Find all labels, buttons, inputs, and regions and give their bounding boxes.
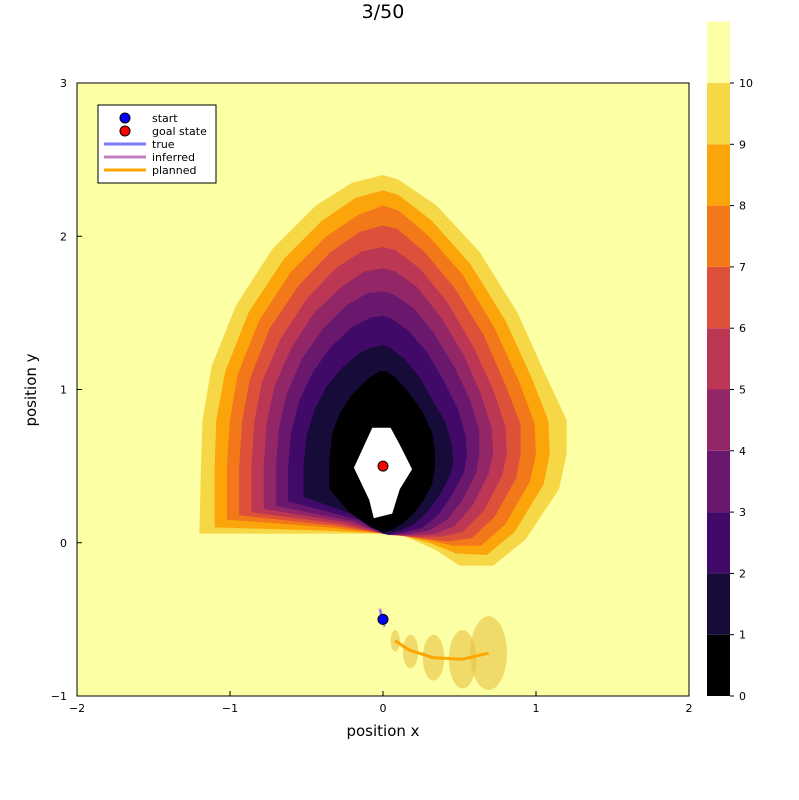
plot-area bbox=[76, 82, 690, 697]
contour-fills bbox=[199, 175, 567, 566]
y-tick-label: 1 bbox=[60, 384, 67, 397]
colorbar-tick-label: 6 bbox=[739, 322, 746, 335]
colorbar-tick-label: 7 bbox=[739, 261, 746, 274]
x-tick-label: 0 bbox=[380, 702, 387, 715]
colorbar-segment bbox=[707, 21, 730, 83]
start-marker bbox=[377, 613, 389, 625]
colorbar-tick-label: 0 bbox=[739, 690, 746, 703]
colorbar-tick-label: 2 bbox=[739, 567, 746, 580]
state-markers bbox=[377, 460, 389, 625]
chart-title: 3/50 bbox=[362, 1, 405, 23]
y-tick-label: 2 bbox=[60, 230, 67, 243]
x-axis: −2 −1 0 1 2 bbox=[69, 691, 693, 715]
colorbar-tick-label: 4 bbox=[739, 445, 746, 458]
planned-path-line bbox=[394, 639, 489, 661]
legend-marker bbox=[119, 112, 131, 124]
colorbar-segment bbox=[707, 512, 730, 574]
x-tick-label: 1 bbox=[533, 702, 540, 715]
x-tick-label: 2 bbox=[686, 702, 693, 715]
colorbar-segment bbox=[707, 266, 730, 329]
colorbar-tick-label: 9 bbox=[739, 138, 746, 151]
x-tick-label: −1 bbox=[222, 702, 238, 715]
colorbar-tick-label: 3 bbox=[739, 506, 746, 519]
colorbar-segment bbox=[707, 83, 730, 145]
colorbar-segment bbox=[707, 634, 730, 696]
x-tick-label: −2 bbox=[69, 702, 85, 715]
colorbar-tick-label: 5 bbox=[739, 384, 746, 397]
colorbar-segment bbox=[707, 389, 730, 451]
colorbar-segment bbox=[707, 328, 730, 390]
y-axis: −1 0 1 2 3 bbox=[51, 77, 82, 703]
colorbar-segment bbox=[707, 205, 730, 267]
colorbar-tick-label: 1 bbox=[739, 629, 746, 642]
colorbar: 0 1 2 3 4 5 6 7 8 9 10 bbox=[707, 21, 753, 703]
colorbar-tick-label: 8 bbox=[739, 200, 746, 213]
colorbar-segment bbox=[707, 450, 730, 513]
contour-level-10 bbox=[353, 427, 413, 519]
legend-label: true bbox=[152, 138, 175, 151]
legend-label: goal state bbox=[152, 125, 207, 138]
legend-label: inferred bbox=[152, 151, 195, 164]
y-tick-label: −1 bbox=[51, 690, 67, 703]
legend-marker bbox=[119, 125, 131, 137]
y-tick-label: 3 bbox=[60, 77, 67, 90]
colorbar-tick-label: 10 bbox=[739, 77, 753, 90]
colorbar-segment bbox=[707, 573, 730, 635]
legend-label: planned bbox=[152, 164, 196, 177]
x-axis-label: position x bbox=[346, 722, 419, 740]
colorbar-segment bbox=[707, 144, 730, 206]
y-axis-label: position y bbox=[22, 353, 40, 426]
legend-label: start bbox=[152, 112, 178, 125]
y-tick-label: 0 bbox=[60, 537, 67, 550]
goal-state-marker bbox=[377, 460, 389, 472]
